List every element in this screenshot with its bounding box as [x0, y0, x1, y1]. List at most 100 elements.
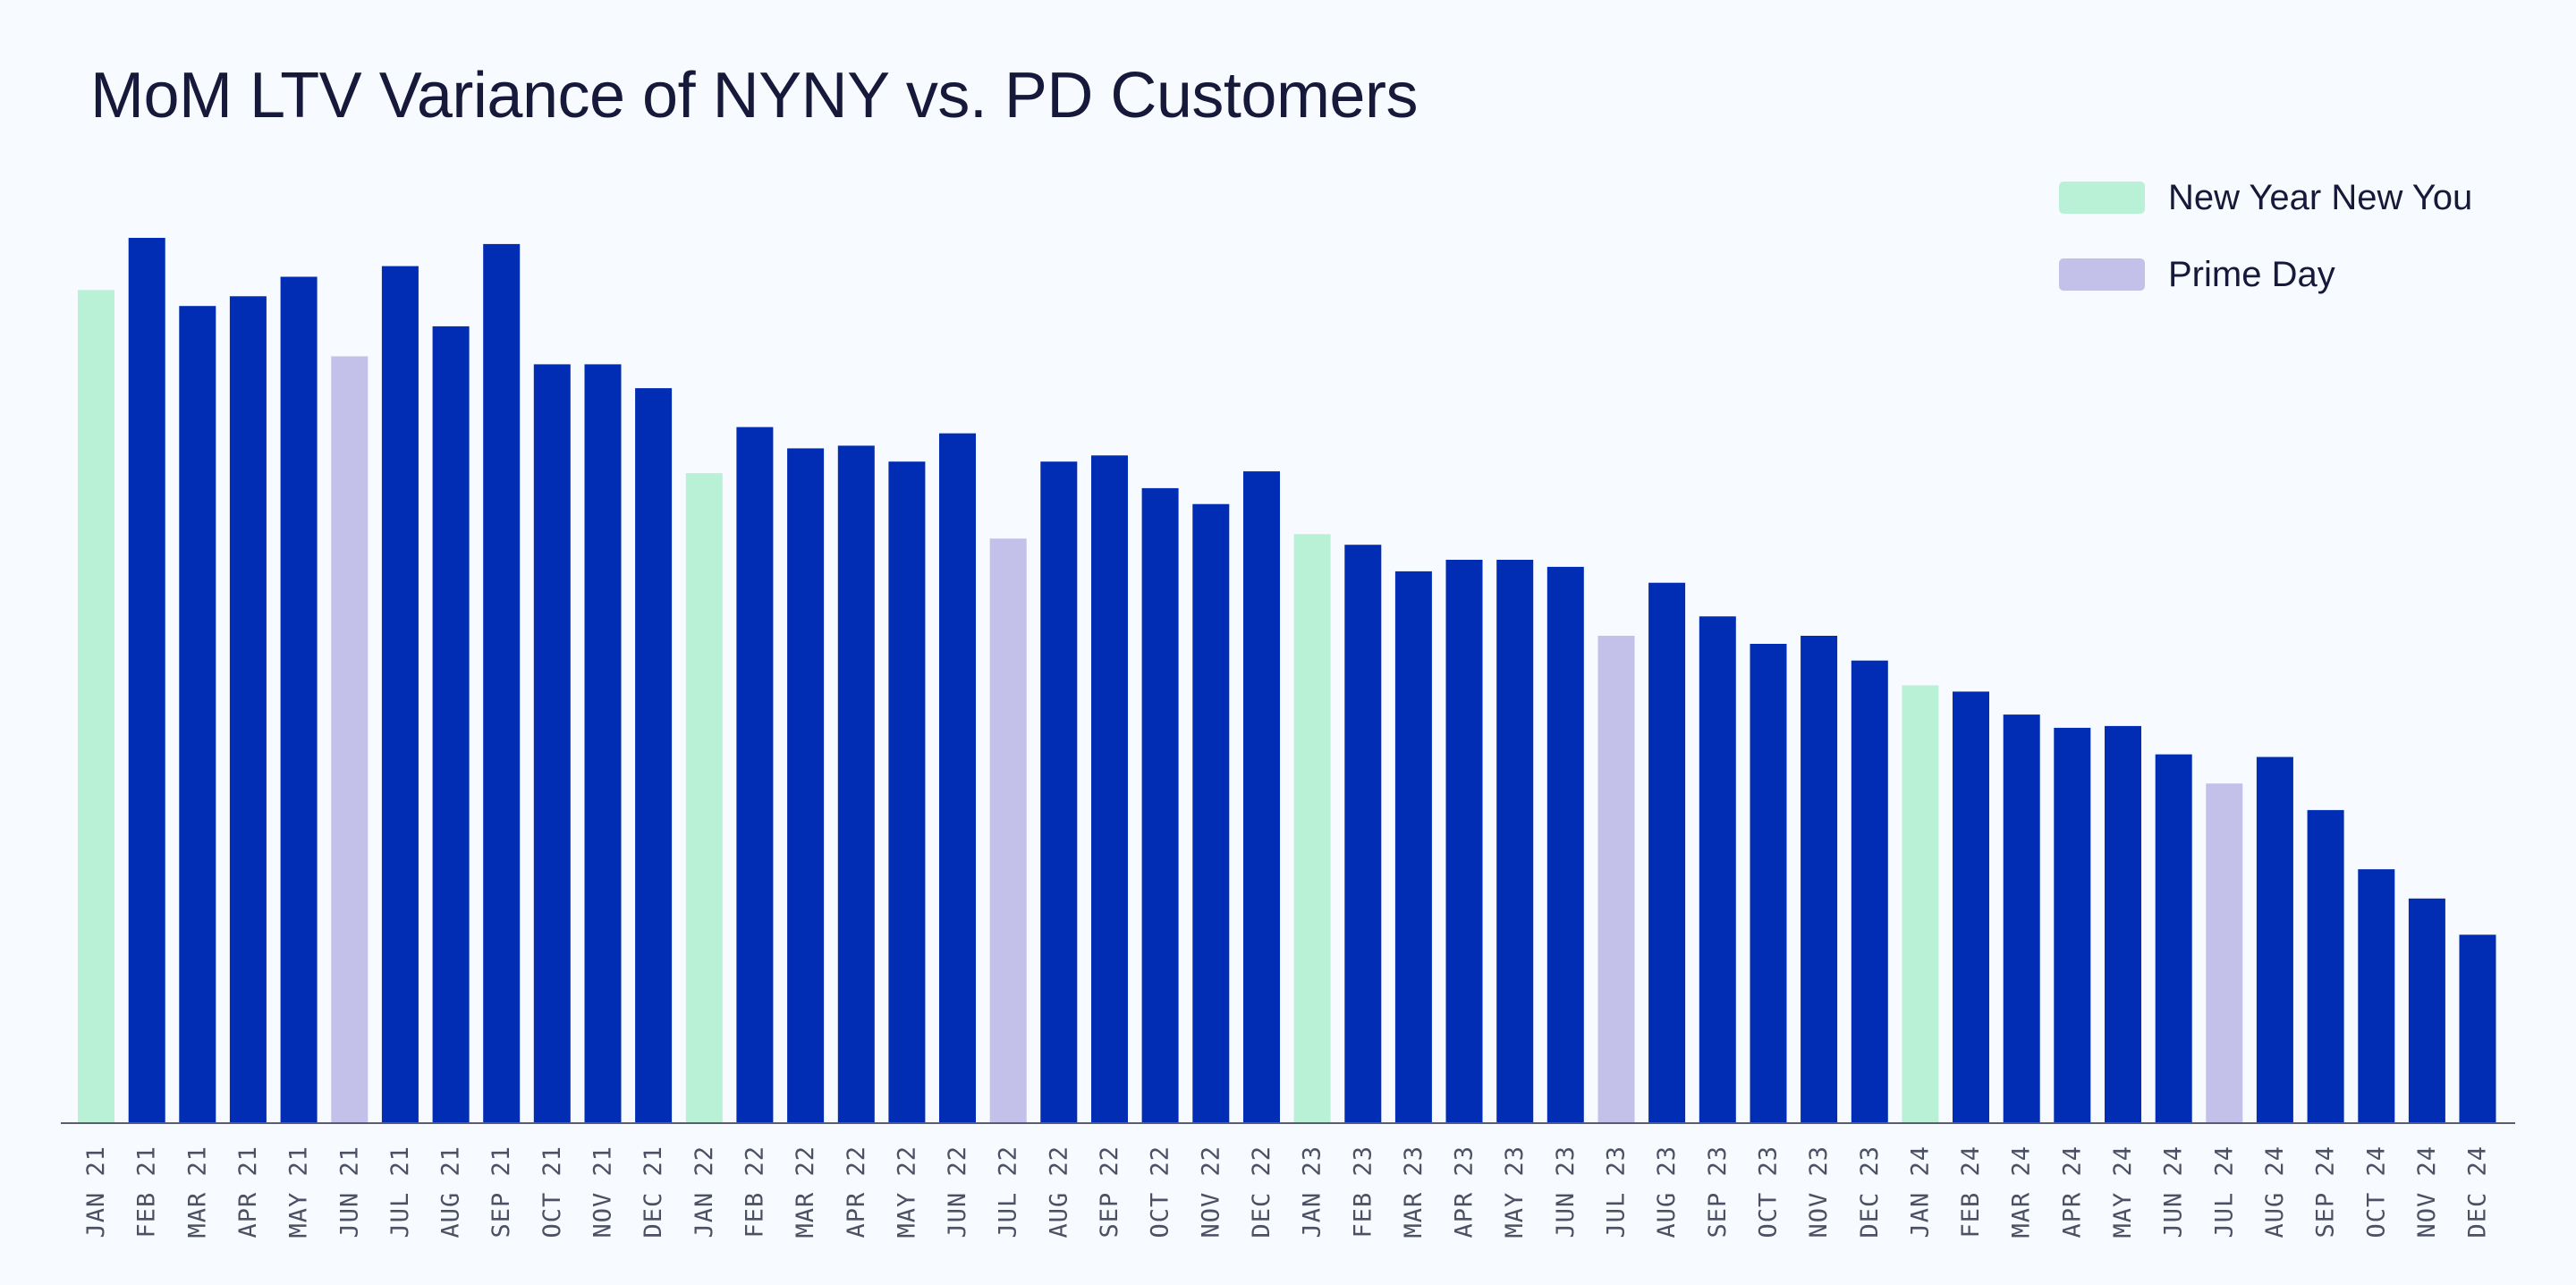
x-tick-label: MAY 22	[893, 1146, 920, 1239]
legend-item-new-year-new-you: New Year New You	[2059, 177, 2472, 218]
x-tick-labels: JAN 21 FEB 21 MAR 21 APR 21 MAY 21 JUN 21 JUL …	[82, 1146, 2492, 1239]
bar-may-21	[280, 276, 318, 1122]
bar-jan-22	[685, 473, 723, 1122]
bar-oct-24	[2358, 869, 2395, 1122]
x-tick-label: JAN 23	[1299, 1146, 1326, 1239]
bar-apr-22	[837, 445, 875, 1122]
bar-dec-24	[2459, 934, 2496, 1122]
x-tick-label: MAR 24	[2008, 1146, 2036, 1239]
bar-apr-23	[1445, 560, 1483, 1122]
bar-aug-24	[2256, 757, 2293, 1122]
bar-oct-22	[1141, 487, 1179, 1122]
x-tick-label: OCT 23	[1755, 1146, 1783, 1239]
x-tick-label: DEC 23	[1856, 1146, 1884, 1239]
bar-jan-23	[1293, 534, 1331, 1122]
x-tick-label: MAY 24	[2109, 1146, 2137, 1239]
x-tick-label: FEB 24	[1957, 1146, 1985, 1239]
legend-swatch-new-year-new-you	[2059, 182, 2145, 214]
x-tick-label: MAR 23	[1400, 1146, 1428, 1239]
bar-apr-24	[2054, 727, 2091, 1122]
bar-sep-23	[1699, 616, 1736, 1122]
bar-mar-24	[2003, 714, 2040, 1122]
bar-jun-21	[331, 356, 369, 1122]
x-tick-label: DEC 22	[1248, 1146, 1275, 1239]
x-tick-label: SEP 24	[2312, 1146, 2340, 1239]
x-tick-label: FEB 23	[1349, 1146, 1377, 1239]
x-tick-label: JAN 24	[1906, 1146, 1934, 1239]
x-tick-label: MAY 23	[1501, 1146, 1529, 1239]
bar-feb-21	[128, 238, 165, 1122]
x-tick-label: JUN 21	[335, 1146, 363, 1239]
legend-swatch-prime-day	[2059, 258, 2145, 291]
bar-nov-23	[1801, 636, 1838, 1122]
bar-jan-24	[1902, 685, 1939, 1122]
bars-group	[78, 238, 2496, 1123]
x-tick-label: MAR 22	[792, 1146, 819, 1239]
x-tick-label: AUG 23	[1653, 1146, 1681, 1239]
bar-jun-23	[1546, 566, 1584, 1122]
x-tick-label: FEB 21	[133, 1146, 161, 1239]
bar-dec-23	[1851, 660, 1888, 1122]
x-tick-label: APR 22	[843, 1146, 870, 1239]
x-tick-label: NOV 22	[1197, 1146, 1224, 1239]
x-tick-label: SEP 22	[1096, 1146, 1123, 1239]
x-tick-label: JUL 22	[995, 1146, 1022, 1239]
bar-feb-23	[1344, 545, 1382, 1122]
x-tick-label: OCT 21	[538, 1146, 566, 1239]
bar-jul-22	[989, 538, 1027, 1122]
legend-label-new-year-new-you: New Year New You	[2168, 177, 2473, 217]
bar-jul-23	[1597, 636, 1635, 1122]
x-tick-label: JAN 21	[82, 1146, 110, 1239]
x-tick-label: MAR 21	[183, 1146, 211, 1239]
x-tick-label: SEP 23	[1704, 1146, 1732, 1239]
x-tick-label: JUN 24	[2160, 1146, 2188, 1239]
bar-dec-21	[635, 388, 673, 1123]
bar-may-22	[888, 461, 926, 1122]
bar-aug-22	[1040, 461, 1078, 1122]
x-tick-label: APR 21	[234, 1146, 262, 1239]
bar-mar-22	[787, 448, 825, 1122]
x-tick-label: APR 24	[2058, 1146, 2086, 1239]
x-tick-label: JUL 24	[2210, 1146, 2238, 1239]
bar-jan-21	[78, 290, 114, 1122]
x-tick-label: JUL 23	[1603, 1146, 1631, 1239]
bar-jul-24	[2206, 783, 2243, 1122]
bar-oct-23	[1750, 644, 1787, 1122]
x-tick-label: DEC 24	[2464, 1146, 2492, 1239]
x-tick-label: AUG 22	[1045, 1146, 1072, 1239]
legend: New Year New You Prime Day	[2059, 177, 2472, 331]
bar-mar-23	[1394, 571, 1432, 1122]
bar-feb-24	[1953, 691, 1989, 1122]
x-tick-label: APR 23	[1451, 1146, 1479, 1239]
bar-mar-21	[179, 306, 216, 1122]
bar-may-23	[1496, 560, 1534, 1122]
legend-label-prime-day: Prime Day	[2168, 254, 2335, 294]
x-tick-label: OCT 24	[2362, 1146, 2390, 1239]
x-tick-label: JUN 22	[944, 1146, 971, 1239]
bar-sep-22	[1091, 455, 1128, 1122]
x-tick-label: NOV 23	[1805, 1146, 1833, 1239]
bar-apr-21	[229, 296, 267, 1122]
bar-sep-21	[483, 243, 521, 1122]
x-tick-label: AUG 24	[2261, 1146, 2289, 1239]
bar-nov-21	[584, 364, 622, 1122]
bar-nov-24	[2408, 898, 2445, 1122]
x-tick-label: MAY 21	[285, 1146, 313, 1239]
x-tick-label: JAN 22	[691, 1146, 718, 1239]
bar-jun-22	[939, 433, 976, 1123]
x-tick-label: JUN 23	[1552, 1146, 1580, 1239]
bar-sep-24	[2307, 809, 2344, 1122]
x-tick-label: NOV 24	[2413, 1146, 2441, 1239]
x-tick-label: NOV 21	[589, 1146, 617, 1239]
x-tick-label: AUG 21	[437, 1146, 465, 1239]
bar-jul-21	[381, 266, 419, 1123]
x-tick-label: JUL 21	[386, 1146, 414, 1239]
x-tick-label: SEP 21	[487, 1146, 515, 1239]
x-tick-label: DEC 21	[640, 1146, 667, 1239]
x-tick-label: OCT 22	[1147, 1146, 1174, 1239]
bar-dec-22	[1243, 471, 1280, 1122]
bar-nov-22	[1192, 503, 1230, 1122]
legend-item-prime-day: Prime Day	[2059, 254, 2472, 295]
x-tick-label: FEB 22	[741, 1146, 768, 1239]
